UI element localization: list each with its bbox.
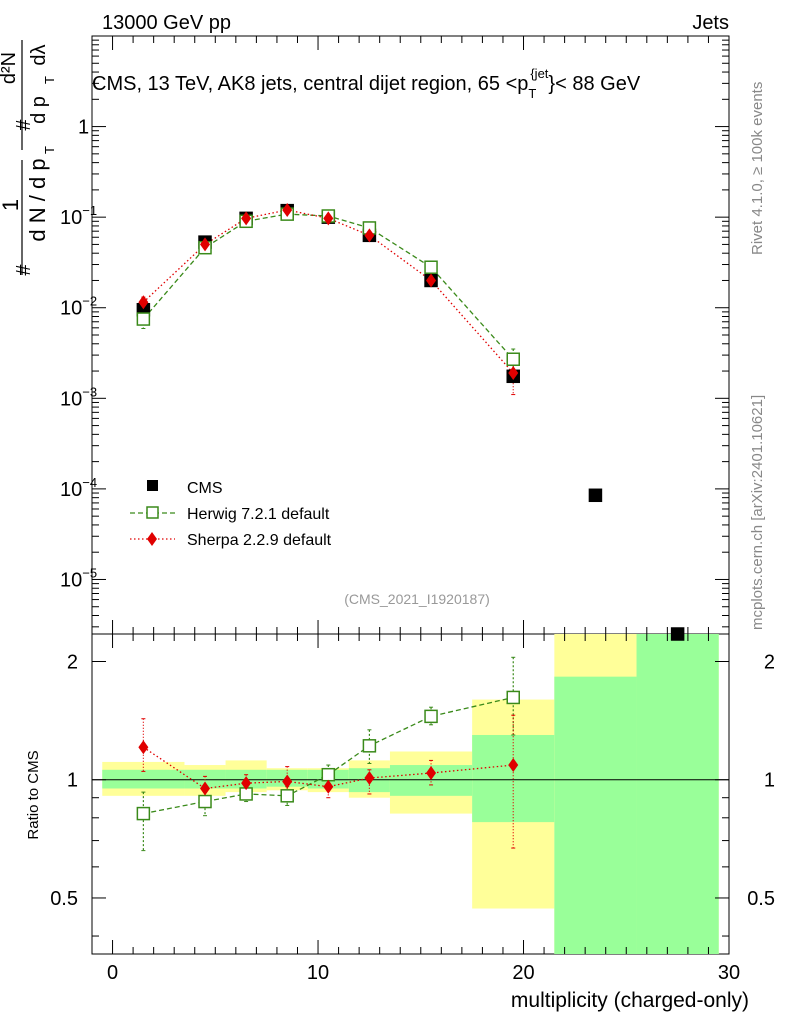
main-x-axis bbox=[91, 36, 730, 634]
sherpa-point bbox=[241, 211, 252, 226]
x-tick-label: 0 bbox=[107, 962, 118, 984]
sherpa-point bbox=[282, 202, 293, 217]
ratio-sherpa-point bbox=[282, 774, 293, 789]
y-tick-label: 1 bbox=[78, 117, 89, 139]
title-sub: T bbox=[528, 86, 536, 101]
herwig-point bbox=[506, 352, 520, 366]
ratio-series bbox=[136, 656, 520, 852]
legend-cms-marker bbox=[147, 480, 158, 491]
sherpa-point bbox=[364, 228, 375, 243]
main-line-sherpa bbox=[142, 209, 514, 374]
ratio-ylabel: Ratio to CMS bbox=[25, 750, 42, 839]
title-tail: }< 88 GeV bbox=[548, 73, 640, 95]
x-tick-label: 30 bbox=[718, 962, 740, 984]
ylabel-dlambda: dλ bbox=[28, 44, 50, 65]
legend-cms-label: CMS bbox=[187, 480, 223, 497]
ratio-y-tick-label-right: 1 bbox=[764, 770, 775, 792]
rivet-label: Rivet 4.1.0, ≥ 100k events bbox=[749, 82, 766, 255]
ratio-sherpa-point bbox=[200, 781, 211, 796]
ratio-band-inner bbox=[636, 634, 719, 954]
ratio-band-inner bbox=[554, 676, 637, 954]
y-tick-label: 10−2 bbox=[60, 294, 97, 320]
ratio-herwig-point bbox=[136, 806, 151, 821]
ratio-herwig-point bbox=[198, 794, 212, 809]
ylabel-top: # 1 d N / d p T # d²N d p T dλ bbox=[0, 40, 57, 276]
herwig-point bbox=[424, 260, 438, 274]
sherpa-point bbox=[200, 237, 211, 252]
cms-point bbox=[670, 627, 685, 641]
ratio-line-sherpa bbox=[143, 746, 514, 790]
ratio-herwig-point bbox=[280, 789, 294, 803]
x-tick-label: 20 bbox=[512, 962, 534, 984]
y-tick-label: 10−4 bbox=[60, 475, 97, 501]
ratio-herwig-point bbox=[424, 709, 438, 724]
ratio-line-herwig bbox=[143, 696, 514, 815]
header-left: 13000 GeV pp bbox=[102, 12, 231, 34]
title-main: CMS, 13 TeV, AK8 jets, central dijet reg… bbox=[92, 73, 528, 95]
xlabel: multiplicity (charged-only) bbox=[511, 989, 749, 1012]
ylabel-den: d p bbox=[28, 96, 50, 124]
ratio-y-tick-label-right: 2 bbox=[764, 652, 775, 674]
main-line-herwig bbox=[142, 213, 514, 360]
main-series bbox=[136, 202, 685, 641]
y-tick-label: 10−1 bbox=[60, 203, 97, 229]
legend-herwig-marker bbox=[146, 506, 159, 519]
ratio-sherpa-point bbox=[323, 779, 334, 794]
ratio-y-tick-label: 0.5 bbox=[50, 888, 78, 910]
herwig-point bbox=[136, 312, 151, 326]
header-right: Jets bbox=[692, 12, 729, 34]
sherpa-point bbox=[138, 295, 149, 310]
sherpa-point bbox=[508, 366, 519, 381]
analysis-watermark: (CMS_2021_I1920187) bbox=[344, 591, 490, 607]
x-tick-label: 10 bbox=[307, 962, 329, 984]
cms-point bbox=[588, 488, 603, 503]
ratio-sherpa-point bbox=[138, 740, 149, 755]
ratio-y-tick-label-right: 0.5 bbox=[747, 888, 775, 910]
ratio-sherpa-point bbox=[508, 758, 519, 773]
sherpa-point bbox=[323, 211, 334, 226]
ratio-band-inner bbox=[184, 769, 226, 789]
ratio-y-tick-label: 2 bbox=[67, 652, 78, 674]
ratio-y-axis: 0.5 0.5 1 1 2 2 bbox=[50, 652, 775, 937]
ylabel-one: 1 bbox=[0, 199, 23, 211]
ratio-herwig-point bbox=[506, 690, 520, 705]
legend: CMS Herwig 7.2.1 default Sherpa 2.2.9 de… bbox=[130, 480, 332, 549]
ratio-sherpa-point bbox=[241, 776, 252, 791]
y-tick-label: 10−5 bbox=[60, 565, 97, 591]
title-sup: {jet bbox=[530, 66, 548, 81]
plot-title: CMS, 13 TeV, AK8 jets, central dijet reg… bbox=[92, 66, 641, 101]
ratio-herwig-point bbox=[362, 739, 377, 753]
legend-herwig-label: Herwig 7.2.1 default bbox=[187, 506, 330, 523]
main-y-axis: 10−5 10−4 10−3 10−2 10−1 1 bbox=[60, 39, 729, 628]
ratio-sherpa-point bbox=[364, 771, 375, 786]
legend-sherpa-marker bbox=[147, 532, 157, 546]
title-text: CMS, 13 TeV, AK8 jets, central dijet reg… bbox=[92, 66, 641, 101]
ylabel-pt-sub: T bbox=[42, 146, 57, 154]
ratio-y-tick-label: 1 bbox=[67, 770, 78, 792]
ylabel-den-sub: T bbox=[42, 76, 57, 84]
ylabel-num: d²N bbox=[0, 52, 20, 84]
y-tick-label: 10−3 bbox=[60, 384, 97, 410]
ratio-herwig-point bbox=[321, 767, 336, 782]
ratio-band-inner bbox=[102, 769, 185, 789]
ratio-sherpa-point bbox=[426, 766, 437, 781]
ratio-x-axis: 0 10 20 30 bbox=[91, 634, 740, 984]
ratio-frame bbox=[91, 633, 730, 955]
ylabel-dn-dpt: d N / d p bbox=[25, 158, 50, 241]
legend-sherpa-label: Sherpa 2.2.9 default bbox=[187, 532, 332, 549]
ylabel-hash2: # bbox=[13, 119, 35, 131]
mcplots-label: mcplots.cern.ch [arXiv:2401.10621] bbox=[749, 395, 766, 630]
ylabel-hash: # bbox=[13, 264, 35, 276]
sherpa-point bbox=[426, 273, 437, 288]
ratio-bands bbox=[102, 634, 719, 954]
